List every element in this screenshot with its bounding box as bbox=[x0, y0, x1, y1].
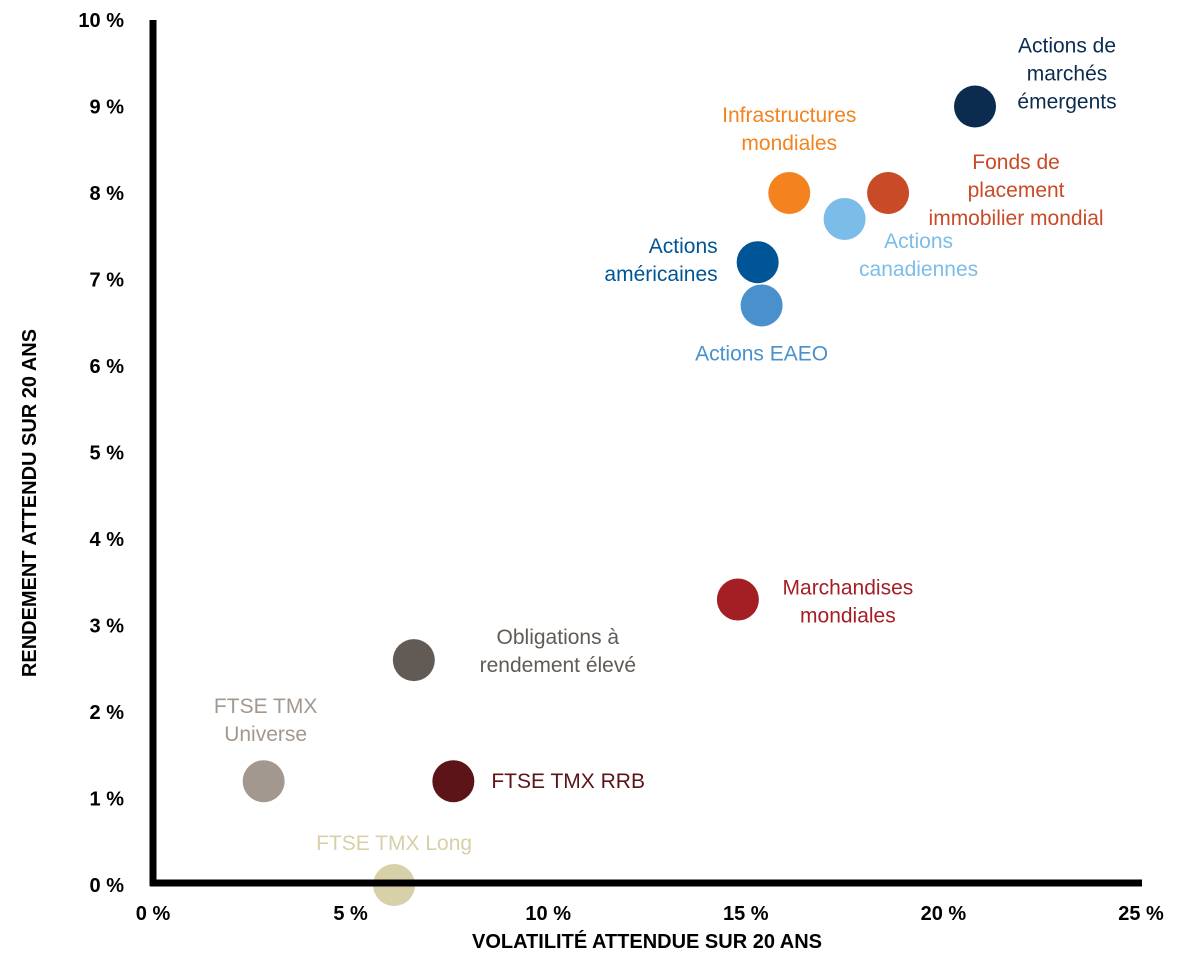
point-label-actions-marches-emergents: Actions de marchés émergents bbox=[1017, 35, 1116, 114]
y-tick-label: 3 % bbox=[90, 616, 125, 638]
x-tick-label: 5 % bbox=[333, 903, 368, 925]
point-label-line: Actions EAEO bbox=[695, 342, 828, 365]
point-ftse-tmx-rrb bbox=[432, 760, 475, 803]
y-tick-label: 7 % bbox=[90, 270, 125, 292]
point-label-fonds-placement-immobilier: Fonds de placement immobilier mondial bbox=[929, 151, 1104, 230]
y-tick-label: 10 % bbox=[78, 10, 124, 32]
point-label-ftse-tmx-rrb: FTSE TMX RRB bbox=[491, 770, 645, 793]
point-label-ftse-tmx-long: FTSE TMX Long bbox=[316, 832, 472, 855]
point-label-ftse-tmx-universe: FTSE TMX Universe bbox=[214, 695, 317, 746]
point-label-line: placement bbox=[968, 179, 1065, 202]
x-axis-ticks: 0 % 5 % 10 % 15 % 20 % 25 % bbox=[136, 903, 1164, 925]
point-label-line: Universe bbox=[224, 723, 307, 746]
x-axis-title: VOLATILITÉ ATTENDUE SUR 20 ANS bbox=[472, 930, 822, 953]
point-label-line: rendement élevé bbox=[480, 654, 636, 677]
y-tick-label: 4 % bbox=[90, 529, 125, 551]
point-actions-americaines bbox=[736, 241, 779, 284]
x-tick-label: 15 % bbox=[723, 903, 769, 925]
point-label-infrastructures-mondiales: Infrastructures mondiales bbox=[722, 104, 856, 155]
point-label-line: FTSE TMX Long bbox=[316, 832, 472, 855]
point-label-line: marchés bbox=[1027, 63, 1108, 86]
point-label-line: immobilier mondial bbox=[929, 207, 1104, 230]
x-tick-label: 0 % bbox=[136, 903, 171, 925]
point-label-line: Marchandises bbox=[783, 577, 914, 600]
point-label-actions-canadiennes: Actions canadiennes bbox=[859, 230, 978, 281]
y-tick-label: 5 % bbox=[90, 443, 125, 465]
x-tick-label: 20 % bbox=[921, 903, 967, 925]
y-tick-label: 1 % bbox=[90, 789, 125, 811]
point-label-line: Actions bbox=[649, 235, 718, 258]
point-actions-canadiennes bbox=[823, 197, 866, 240]
point-label-marchandises-mondiales: Marchandises mondiales bbox=[783, 577, 914, 628]
point-label-line: Obligations à bbox=[497, 626, 620, 649]
point-actions-marches-emergents bbox=[954, 85, 997, 128]
point-label-line: canadiennes bbox=[859, 258, 978, 281]
point-ftse-tmx-universe bbox=[242, 760, 285, 803]
point-label-actions-eaeo: Actions EAEO bbox=[695, 342, 828, 365]
point-label-line: Fonds de bbox=[972, 151, 1060, 174]
point-infrastructures-mondiales bbox=[768, 172, 811, 214]
y-tick-label: 9 % bbox=[90, 97, 125, 119]
point-label-line: mondiales bbox=[800, 605, 896, 628]
point-label-line: émergents bbox=[1017, 91, 1116, 114]
plot-marks: Actions de marchés émergents Infrastructure… bbox=[214, 35, 1117, 906]
y-tick-label: 6 % bbox=[90, 356, 125, 378]
point-label-line: Actions de bbox=[1018, 35, 1116, 58]
y-tick-label: 0 % bbox=[90, 875, 125, 897]
point-label-line: Actions bbox=[884, 230, 953, 253]
y-axis-title: RENDEMENT ATTENDU SUR 20 ANS bbox=[19, 329, 41, 677]
point-fonds-placement-immobilier bbox=[867, 172, 910, 214]
point-label-obligations-rendement-eleve: Obligations à rendement élevé bbox=[480, 626, 636, 677]
y-tick-label: 2 % bbox=[90, 702, 125, 724]
point-label-line: FTSE TMX bbox=[214, 695, 317, 718]
point-label-line: mondiales bbox=[741, 132, 837, 155]
point-label-line: Infrastructures bbox=[722, 104, 856, 127]
point-obligations-rendement-eleve bbox=[392, 639, 435, 682]
point-label-line: FTSE TMX RRB bbox=[491, 770, 645, 793]
point-marchandises-mondiales bbox=[716, 578, 759, 621]
point-label-actions-americaines: Actions américaines bbox=[604, 235, 717, 286]
x-tick-label: 25 % bbox=[1118, 903, 1164, 925]
y-tick-label: 8 % bbox=[90, 183, 125, 205]
x-tick-label: 10 % bbox=[525, 903, 571, 925]
y-axis-ticks: 0 % 1 % 2 % 3 % 4 % 5 % 6 % 7 % 8 % 9 % 10 % bbox=[78, 10, 124, 897]
point-label-line: américaines bbox=[604, 263, 717, 286]
point-actions-eaeo bbox=[740, 284, 783, 327]
